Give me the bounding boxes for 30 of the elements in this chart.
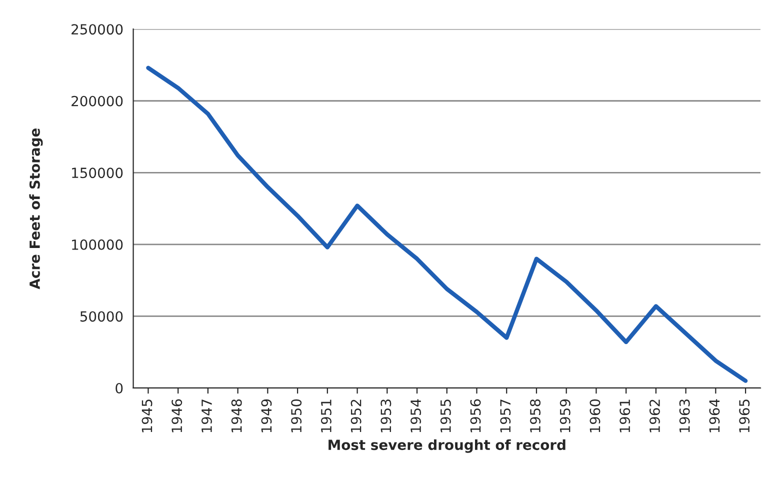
x-tick-label: 1965 [739,400,750,432]
x-tick-label: 1959 [560,399,570,432]
x-tick-label: 1950 [291,399,302,432]
x-tick-label: 1960 [590,399,600,432]
x-tick-label: 1963 [679,400,690,432]
x-tick-label: 1956 [470,399,481,432]
y-tick-label: 50000 [80,311,123,322]
x-tick-label: 1945 [142,400,152,432]
y-axis-title: Acre Feet of Storage [29,128,43,290]
x-tick-label: 1946 [172,399,182,432]
y-tick-label: 250000 [72,24,123,35]
x-tick-label: 1957 [500,400,511,432]
y-tick-label: 0 [116,382,123,394]
line-series [146,66,748,383]
x-axis-title: Most severe drought of record [328,439,566,453]
y-tick-label: 200000 [72,96,123,106]
x-tick-label: 1951 [320,400,332,432]
x-tick-label: 1958 [530,399,541,432]
y-tick-label: 150000 [72,168,123,178]
x-tick-label: 1948 [231,399,242,432]
x-tick-label: 1947 [201,400,212,432]
x-tick-label: 1955 [440,400,451,432]
x-tick-label: 1949 [261,399,272,432]
y-tick-label: 100000 [72,239,123,250]
x-tick-label: 1953 [380,400,392,432]
x-tick-label: 1964 [709,399,720,432]
x-tick-label: 1962 [649,400,660,432]
x-tick-label: 1954 [410,399,422,432]
x-tick-label: 1961 [620,400,630,432]
x-tick-label: 1952 [350,400,362,432]
